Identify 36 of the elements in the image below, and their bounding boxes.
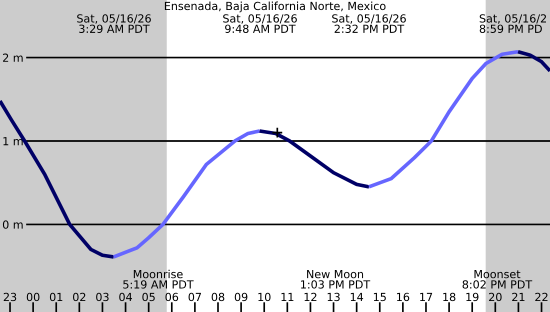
x-tick-label: 21 xyxy=(512,292,524,301)
line-series xyxy=(516,50,550,73)
x-tick-label: 16 xyxy=(397,292,410,302)
x-tick-label: 05 xyxy=(142,292,155,302)
x-tick-label: 19 xyxy=(466,292,478,302)
y-tick-label: 0 m xyxy=(2,220,23,229)
x-tick-label: 09 xyxy=(234,292,248,302)
x-tick-label: 01 xyxy=(50,292,62,302)
annotation: Moonrise 5:19 AM PDT xyxy=(123,270,194,289)
y-tick-label: 1 m xyxy=(3,137,23,146)
x-tick-label: 02 xyxy=(73,292,86,302)
annotation: Sat, 05/16/26 2:32 PM PDT xyxy=(332,14,406,33)
chart-title: Ensenada, Baja California Norte, Mexico xyxy=(164,2,386,12)
x-tick-label: 03 xyxy=(96,292,109,302)
x-tick-label: 20 xyxy=(489,292,502,302)
annotation: New Moon 1:03 PM PDT xyxy=(301,270,370,289)
x-tick-label: 23 xyxy=(4,292,16,302)
x-tick-label: 13 xyxy=(328,292,340,302)
x-tick-label: 04 xyxy=(119,292,132,302)
x-tick-label: 15 xyxy=(374,292,386,302)
x-tick-label: 17 xyxy=(420,292,432,301)
x-tick-label: 08 xyxy=(212,292,224,302)
y-tick-label: 2 m xyxy=(3,54,23,62)
x-tick-label: 00 xyxy=(26,292,40,302)
annotation: Sat, 05/16/26 3:29 AM PDT xyxy=(77,14,151,33)
annotation: Sat, 05/16/26 9:48 AM PDT xyxy=(223,14,297,33)
x-tick-label: 22 xyxy=(535,292,548,301)
x-tick-label: 07 xyxy=(188,292,202,302)
x-tick-label: 14 xyxy=(350,292,364,301)
x-tick-label: 12 xyxy=(304,292,316,301)
x-tick-label: 11 xyxy=(281,292,294,301)
x-tick-label: 18 xyxy=(443,292,456,302)
x-tick-label: 10 xyxy=(258,292,271,302)
x-tick-label: 06 xyxy=(165,292,178,302)
annotation: Sat, 05/16/2 8:59 PM PD xyxy=(480,14,546,33)
annotation: Moonset 8:02 PM PDT xyxy=(462,270,532,289)
